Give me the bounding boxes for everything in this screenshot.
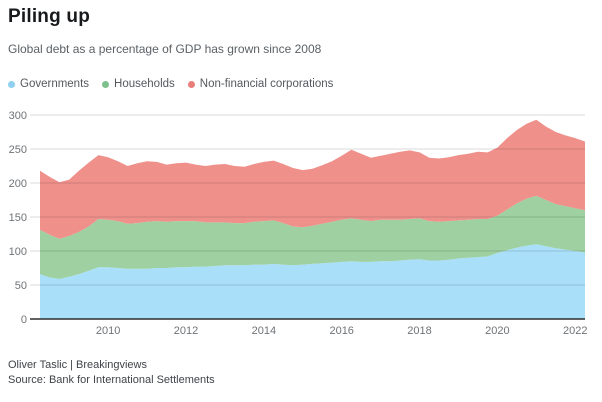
y-tick-label: 0 (21, 314, 27, 326)
byline: Oliver Taslic | Breakingviews (8, 359, 147, 371)
legend-dot-governments (8, 80, 15, 88)
y-tick-label: 200 (9, 178, 27, 190)
legend-item-non-financial-corporations: Non-financial corporations (187, 78, 334, 90)
x-tick-label: 2010 (96, 325, 120, 337)
area-households (40, 195, 585, 279)
y-tick-label: 300 (9, 110, 27, 122)
x-tick-label: 2014 (252, 325, 276, 337)
legend-item-governments: Governments (8, 78, 89, 90)
y-tick-label: 100 (9, 246, 27, 258)
legend-item-households: Households (102, 78, 175, 90)
legend-label: Governments (20, 78, 90, 90)
legend-dot-non-financial-corporations (187, 80, 195, 88)
x-tick-label: 2018 (407, 325, 431, 337)
y-tick-label: 150 (9, 212, 27, 224)
area-governments (40, 244, 585, 319)
area-non-financial-corporations (40, 119, 585, 239)
source-note: Source: Bank for International Settlemen… (8, 374, 215, 386)
legend-dot-households (102, 80, 110, 88)
chart-title: Piling up (8, 6, 91, 27)
x-tick-label: 2016 (329, 325, 353, 337)
y-tick-label: 50 (15, 280, 27, 292)
x-tick-label: 2020 (485, 325, 509, 337)
legend-label: Non-financial corporations (199, 78, 334, 90)
x-tick-label: 2022 (563, 325, 587, 337)
chart-subtitle: Global debt as a percentage of GDP has g… (8, 42, 322, 56)
x-tick-label: 2012 (174, 325, 198, 337)
legend-label: Households (114, 78, 175, 90)
y-tick-label: 250 (9, 144, 27, 156)
legend: Governments Households Non-financial corpo… (8, 78, 333, 90)
